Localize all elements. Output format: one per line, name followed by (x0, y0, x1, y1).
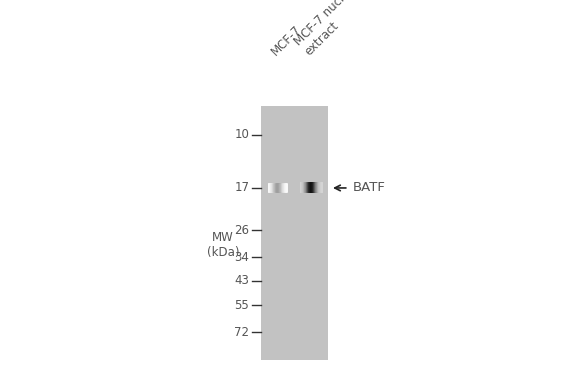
Text: MCF-7: MCF-7 (269, 23, 304, 58)
Text: 34: 34 (235, 251, 249, 264)
Bar (261, 106, 328, 360)
Text: 43: 43 (235, 274, 249, 287)
Text: 26: 26 (235, 224, 249, 237)
Text: 17: 17 (235, 182, 249, 194)
Text: 10: 10 (235, 128, 249, 141)
Text: MCF-7 nuclear
extract: MCF-7 nuclear extract (292, 0, 371, 58)
Text: 55: 55 (235, 299, 249, 312)
Text: 72: 72 (235, 326, 249, 339)
Text: MW
(kDa): MW (kDa) (207, 231, 239, 259)
Text: BATF: BATF (353, 182, 386, 194)
